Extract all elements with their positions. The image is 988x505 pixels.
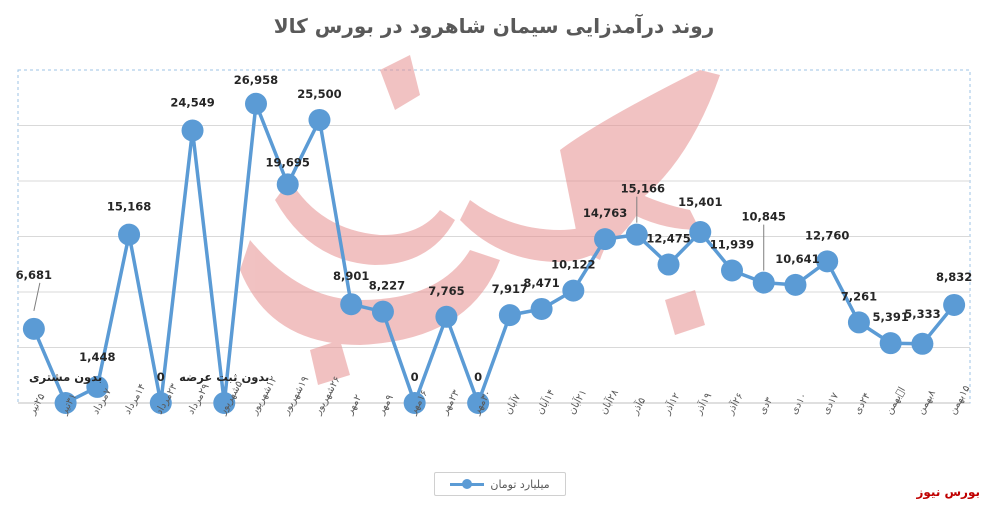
data-point (308, 108, 331, 131)
data-label: 8,471 (523, 276, 559, 290)
data-label: 6,681 (16, 268, 52, 282)
x-tick-label: ۱۵بهمن (947, 384, 972, 417)
data-label: 8,227 (369, 279, 405, 293)
data-label: 7,261 (841, 289, 877, 303)
data-label: 5,333 (904, 307, 940, 321)
x-tick-label: ۲۴دی (852, 391, 873, 416)
watermark-logo (240, 55, 720, 385)
data-point (54, 392, 77, 414)
data-label: 5,391 (872, 310, 908, 324)
data-point (371, 300, 394, 323)
data-point (181, 119, 204, 142)
x-tick-label: ۲۹مرداد (186, 382, 212, 416)
data-point (879, 332, 902, 355)
data-label: 1,448 (79, 350, 115, 364)
data-label: 0 (157, 370, 165, 384)
x-tick-label: ۲۵تیر (26, 392, 47, 417)
data-label: 11,939 (710, 237, 754, 251)
data-point (911, 332, 934, 355)
data-point (213, 392, 236, 414)
chart-title: روند درآمدزایی سیمان شاهرود در بورس کالا (273, 14, 715, 38)
data-label: 24,549 (170, 96, 214, 110)
x-tick-label: اۡبهمن (884, 385, 908, 416)
data-label: 19,695 (266, 155, 310, 169)
data-point (594, 228, 617, 251)
x-tick-label: ۲۸آبان (596, 386, 621, 416)
data-point (721, 259, 743, 282)
x-tick-label: ۱۷دی (820, 391, 841, 417)
data-label: 12,475 (646, 232, 690, 246)
x-tick-label: ۱۰دی (789, 391, 810, 416)
label-leader-line (33, 282, 41, 311)
data-point (657, 253, 680, 276)
x-tick-label: ۸بهمن (915, 388, 938, 417)
data-point (245, 92, 267, 115)
x-tick-label: ۵آذر (628, 395, 648, 417)
data-point (149, 392, 172, 414)
data-point (403, 392, 426, 414)
legend-line-marker-icon (450, 479, 485, 489)
data-label: 26,958 (234, 73, 278, 87)
x-tick-label: ۱۴آبان (533, 387, 558, 417)
data-point (562, 279, 585, 302)
x-tick-label: ۱۹آذر (691, 390, 714, 417)
data-label: 8,832 (936, 270, 972, 284)
data-labels: 6,681 1,448 15,168 0 24,549 26,958 19,695 25,50… (16, 73, 973, 384)
legend-label: میلیارد تومان (490, 477, 550, 491)
brand-logo-text: بورس نیوز (916, 485, 980, 499)
data-label: 15,166 (621, 182, 665, 196)
annotation-label: بدون مشتری (29, 370, 102, 385)
x-tick-label: ۳دی (757, 395, 776, 416)
gridlines (17, 69, 971, 404)
data-label: 0 (474, 370, 482, 384)
data-point (752, 271, 775, 294)
x-tick-label: ۱۲آذر (659, 390, 682, 417)
data-label: 25,500 (297, 87, 341, 101)
data-label: 14,763 (583, 206, 627, 220)
data-point (340, 293, 363, 316)
x-tick-label: ۲۶آذر (723, 390, 746, 417)
data-point (86, 375, 109, 398)
data-label: 0 (411, 370, 419, 384)
data-point (530, 297, 553, 320)
data-label: 15,401 (678, 195, 722, 209)
data-point (467, 392, 490, 414)
data-points (22, 92, 966, 414)
data-point (498, 304, 521, 327)
x-tick-label: ۲مهر (344, 393, 364, 417)
data-point (435, 305, 458, 328)
data-label: 10,845 (742, 210, 786, 224)
data-point (784, 273, 807, 296)
annotations: بدون مشتری بدون ثبت عرضه (29, 370, 269, 385)
x-tick-label: ۷آبان (501, 391, 523, 417)
x-tick-label: ۱۴مرداد (122, 382, 148, 416)
data-label: 10,122 (551, 258, 595, 272)
x-tick-label: ۲۱آبان (565, 387, 590, 417)
data-point (22, 317, 45, 340)
data-label: 7,765 (428, 284, 464, 298)
data-point (625, 223, 648, 246)
data-point (943, 293, 966, 316)
data-label: 7,917 (492, 282, 528, 296)
data-label: 12,760 (805, 228, 849, 242)
data-point (816, 250, 839, 273)
data-label: 15,168 (107, 200, 151, 214)
data-label: 10,641 (775, 252, 819, 266)
x-tick-label: ۱۹شهریور (280, 375, 311, 418)
data-point (276, 173, 299, 196)
data-point (118, 223, 141, 246)
legend: میلیارد تومان (434, 472, 566, 496)
data-label: 8,901 (333, 269, 369, 283)
annotation-label: بدون ثبت عرضه (179, 370, 269, 385)
data-point (847, 311, 870, 334)
x-tick-label: ۹مهر (376, 393, 396, 417)
data-point (689, 221, 712, 244)
